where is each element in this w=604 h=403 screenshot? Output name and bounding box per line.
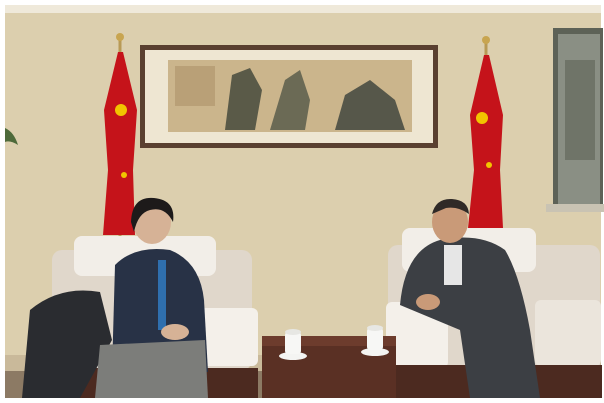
teacup [361, 325, 389, 356]
man [400, 198, 540, 398]
coat [22, 290, 112, 398]
right-flag [468, 36, 503, 236]
window [546, 28, 604, 212]
painting [140, 45, 438, 148]
plant [5, 128, 18, 145]
woman [95, 197, 208, 398]
teacup [279, 329, 307, 360]
left-flag [103, 33, 137, 240]
ceiling [5, 5, 601, 13]
